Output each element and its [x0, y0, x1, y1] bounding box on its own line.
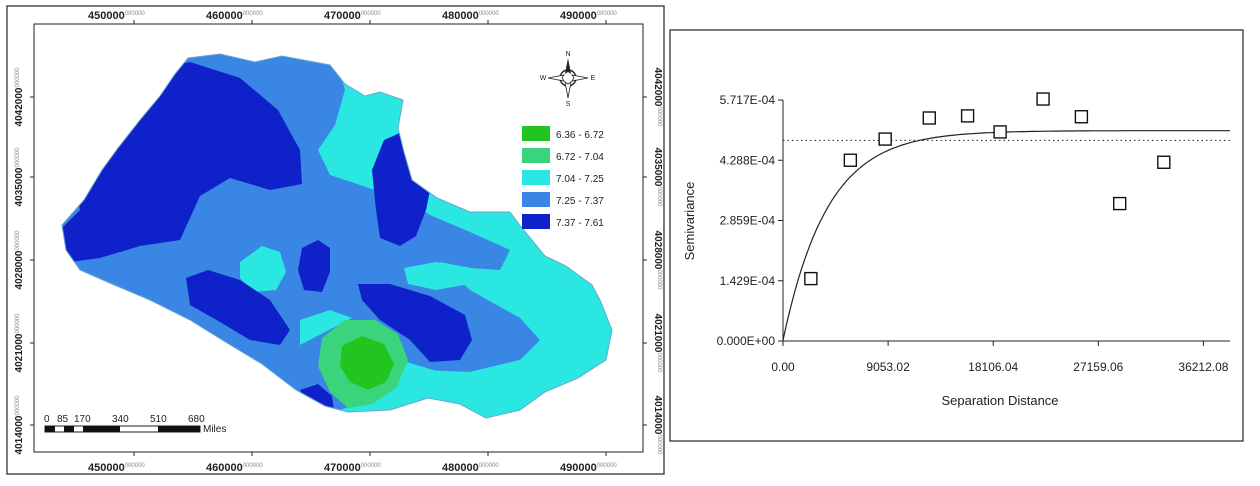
semivariogram-chart: Semivariance Separation Distance 0.000E+…: [682, 92, 1230, 408]
left-tick-4021000: 4021000000000: [14, 313, 25, 373]
scale-seg-2: [64, 426, 74, 432]
scale-label-85: 85: [57, 414, 69, 425]
map-legend: 6.36 - 6.72 6.72 - 7.04 7.04 - 7.25 7.25…: [522, 126, 604, 229]
bottom-tick-490000: 490000000000: [560, 462, 617, 474]
chart-panel-border: [669, 29, 1244, 442]
map-right-ticks: 4042000000000 4035000000000 402800000000…: [652, 68, 663, 456]
semivariance-point-9: [1113, 196, 1127, 211]
semivariance-point-4: [922, 111, 936, 125]
legend-label-3: 7.04 - 7.25: [556, 174, 604, 185]
y-tick-label: 1.429E-04: [720, 274, 776, 288]
scale-label-0: 0: [44, 414, 50, 425]
bottom-tick-470000: 470000000000: [324, 462, 381, 474]
scale-label-680: 680: [188, 414, 205, 425]
compass-arrow-north-icon: [565, 58, 571, 74]
map-tick-marks: [30, 20, 647, 456]
top-tick-480000: 480000000000: [442, 10, 499, 22]
legend-label-5: 7.37 - 7.61: [556, 218, 604, 229]
y-axis-label: Semivariance: [682, 182, 697, 261]
right-tick-4042000: 4042000000000: [652, 68, 663, 128]
scale-label-170: 170: [74, 414, 91, 425]
basin-outline: [61, 53, 613, 419]
left-tick-4035000: 4035000000000: [14, 147, 25, 207]
x-tick-label: 27159.06: [1073, 360, 1123, 374]
zone-7-37-7-61: [186, 270, 290, 345]
legend-swatch-5: [522, 214, 550, 229]
top-tick-470000: 470000000000: [324, 10, 381, 22]
top-tick-460000: 460000000000: [206, 10, 263, 22]
zone-7-04-7-25: [240, 246, 286, 292]
compass-arrow-south-icon: [564, 81, 572, 99]
right-tick-4014000: 4014000000000: [652, 396, 663, 456]
top-tick-450000: 450000000000: [88, 10, 145, 22]
x-tick-label: 0.00: [771, 360, 795, 374]
semivariance-point-10: [1157, 155, 1171, 169]
compass-rose: N S W E: [540, 51, 596, 108]
x-tick-label: 36212.08: [1178, 360, 1228, 374]
left-tick-4028000: 4028000000000: [14, 230, 25, 290]
semivariance-point-3: [878, 132, 892, 146]
compass-w: W: [540, 75, 547, 82]
scale-unit: Miles: [203, 424, 226, 435]
scale-seg-4: [158, 426, 200, 432]
legend-swatch-3: [522, 170, 550, 185]
zone-7-37-7-61: [298, 240, 330, 292]
zone-7-04-7-25: [352, 126, 400, 152]
zone-7-04-7-25: [300, 310, 352, 345]
semivariance-point-6: [993, 125, 1007, 139]
scale-seg-1: [45, 426, 55, 432]
scale-bar: 0 85 170 340 510 680 Miles: [44, 414, 226, 435]
x-ticks: 0.00 9053.02 18106.04 27159.06 36212.08: [771, 341, 1229, 374]
y-tick-label: 4.288E-04: [720, 153, 776, 167]
bottom-tick-480000: 480000000000: [442, 462, 499, 474]
right-tick-4035000: 4035000000000: [652, 148, 663, 208]
map-left-ticks: 4042000000000 4035000000000 402800000000…: [14, 67, 25, 455]
legend-label-1: 6.36 - 6.72: [556, 130, 604, 141]
semivariance-point-5: [960, 109, 975, 123]
compass-arrow-west-icon: [547, 74, 565, 82]
map-bottom-ticks: 450000000000 460000000000 470000000000 4…: [88, 462, 617, 474]
semivariance-point-1: [804, 271, 818, 286]
y-tick-label: 5.717E-04: [720, 93, 776, 107]
x-tick-label: 18106.04: [968, 360, 1018, 374]
compass-n: N: [565, 51, 570, 58]
scale-label-510: 510: [150, 414, 167, 425]
semivariance-point-2: [843, 153, 858, 167]
x-tick-label: 9053.02: [866, 360, 910, 374]
zone-7-37-7-61: [358, 284, 472, 362]
right-tick-4028000: 4028000000000: [652, 231, 663, 291]
compass-e: E: [591, 75, 596, 82]
y-tick-label: 2.859E-04: [720, 214, 776, 228]
top-tick-490000: 490000000000: [560, 10, 617, 22]
right-tick-4021000: 4021000000000: [652, 314, 663, 374]
bottom-tick-460000: 460000000000: [206, 462, 263, 474]
semivariance-point-8: [1074, 110, 1089, 124]
compass-arrow-east-icon: [571, 74, 589, 82]
legend-swatch-4: [522, 192, 550, 207]
legend-label-4: 7.25 - 7.37: [556, 196, 604, 207]
map-top-ticks: 450000000000 460000000000 470000000000 4…: [88, 10, 617, 22]
left-tick-4014000: 4014000000000: [14, 395, 25, 455]
scale-seg-3: [83, 426, 120, 432]
bottom-tick-450000: 450000000000: [88, 462, 145, 474]
semivariance-points: [804, 92, 1171, 286]
zone-6-36-6-72: [340, 336, 394, 390]
semivariance-point-7: [1036, 92, 1050, 106]
x-axis-label: Separation Distance: [941, 393, 1058, 408]
legend-swatch-1: [522, 126, 550, 141]
scale-label-340: 340: [112, 414, 129, 425]
y-tick-label: 0.000E+00: [717, 334, 776, 348]
y-ticks: 0.000E+00 1.429E-04 2.859E-04 4.288E-04 5.71…: [717, 93, 783, 348]
legend-swatch-2: [522, 148, 550, 163]
left-tick-4042000: 4042000000000: [14, 67, 25, 127]
zone-7-04-7-25: [404, 262, 472, 290]
legend-label-2: 6.72 - 7.04: [556, 152, 604, 163]
compass-s: S: [566, 101, 571, 108]
